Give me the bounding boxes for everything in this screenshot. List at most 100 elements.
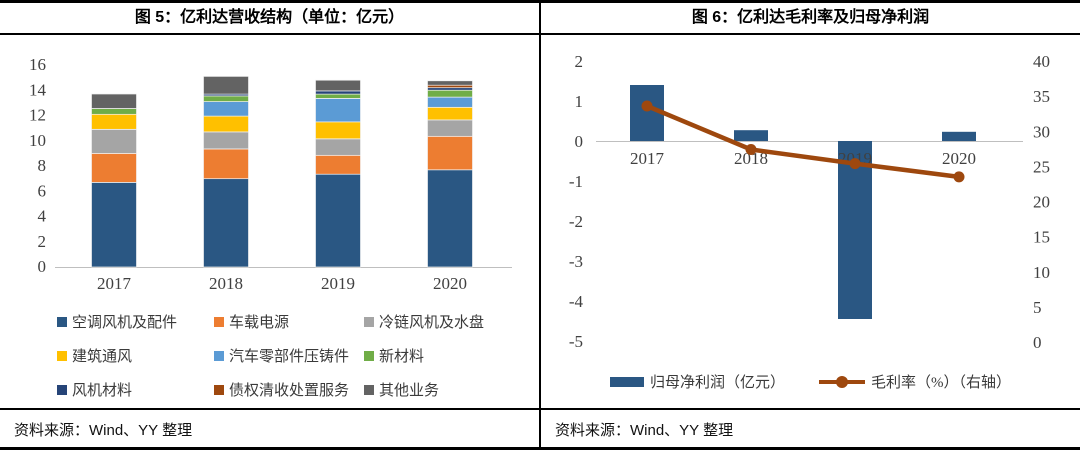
- left-axis-tick: -4: [569, 292, 584, 311]
- line-legend-swatch: [819, 375, 865, 388]
- y-axis-tick: 4: [38, 207, 47, 226]
- x-axis-label: 2017: [630, 149, 665, 168]
- bar-segment: [91, 108, 137, 115]
- legend-item: 新材料: [364, 345, 523, 366]
- stacked-bar-chart: 0 2 4 6 8 10 12 14 16 2017 2018 2019 2020: [29, 55, 512, 293]
- left-axis-tick: -3: [569, 252, 583, 271]
- legend-item: 汽车零部件压铸件: [214, 345, 364, 366]
- bar-segment: [315, 90, 361, 95]
- bar-segment: [203, 148, 249, 180]
- legend-swatch: [364, 384, 374, 395]
- legend-label: 毛利率（%）（右轴）: [871, 375, 1011, 391]
- y-axis-tick: 8: [38, 156, 47, 175]
- bar-legend-swatch: [609, 376, 644, 387]
- figure-5-title: 图 5：亿利达营收结构（单位：亿元）: [0, 3, 539, 35]
- combo-chart: 210-1-2-3-4-5403530252015105020172018201…: [569, 52, 1050, 352]
- legend-swatch: [214, 384, 224, 395]
- bar-segment: [427, 135, 473, 171]
- right-axis-tick: 5: [1033, 298, 1042, 317]
- bar-segment: [203, 101, 249, 117]
- figure-6-legend: 归母净利润（亿元） 毛利率（%）（右轴）: [541, 371, 1080, 392]
- gross-margin-line: [646, 103, 960, 180]
- bar-segment: [315, 121, 361, 140]
- figure-5-panel: 图 5：亿利达营收结构（单位：亿元） 0 2 4 6 8 10 12 14 16 2017 2018…: [0, 3, 539, 447]
- legend-swatch: [57, 316, 67, 327]
- right-axis-tick: 10: [1033, 263, 1050, 282]
- bar-segment: [315, 93, 361, 99]
- legend-label: 车载电源: [229, 315, 290, 331]
- legend-item-net-profit: 归母净利润（亿元）: [609, 371, 785, 392]
- legend-label: 风机材料: [72, 383, 133, 399]
- y-axis-tick: 12: [29, 106, 46, 125]
- bar-segment: [427, 169, 473, 268]
- bar-segment: [315, 79, 361, 92]
- legend-swatch: [364, 350, 374, 361]
- right-axis-tick: 25: [1033, 157, 1050, 176]
- figure-6-title: 图 6：亿利达毛利率及归母净利润: [541, 3, 1080, 35]
- right-axis-tick: 40: [1033, 52, 1050, 71]
- panel-divider: [539, 3, 541, 447]
- legend-item: 车载电源: [214, 311, 364, 332]
- net-profit-bar: [734, 130, 768, 141]
- gross-margin-marker: [953, 171, 965, 183]
- bar-segment: [315, 98, 361, 123]
- figure-6-chart-area: 210-1-2-3-4-5403530252015105020172018201…: [541, 35, 1080, 408]
- legend-label: 其他业务: [379, 383, 440, 399]
- right-axis-tick: 30: [1033, 122, 1050, 141]
- bar-segment: [91, 129, 137, 154]
- x-axis-label: 2020: [433, 274, 467, 293]
- legend-item-gross-margin: 毛利率（%）（右轴）: [819, 371, 1011, 392]
- right-axis-tick: 0: [1033, 333, 1042, 352]
- bar-segment: [203, 76, 249, 95]
- legend-label: 归母净利润（亿元）: [649, 375, 785, 391]
- left-axis-tick: -5: [569, 332, 583, 351]
- y-axis-tick: 2: [38, 232, 47, 251]
- bar-segment: [91, 153, 137, 183]
- legend-swatch: [214, 350, 224, 361]
- left-axis-tick: 1: [575, 92, 584, 111]
- x-axis-label: 2020: [942, 149, 976, 168]
- legend-item: 债权清收处置服务: [214, 379, 364, 400]
- bar-segment: [427, 89, 473, 98]
- left-axis-tick: 2: [575, 52, 584, 71]
- bar-segment: [427, 87, 473, 91]
- bar-segment: [427, 80, 473, 86]
- bar-segment: [203, 115, 249, 133]
- bar-segment: [427, 96, 473, 108]
- bar-segment: [91, 182, 137, 268]
- legend-label: 债权清收处置服务: [229, 383, 350, 399]
- legend-swatch: [57, 384, 67, 395]
- legend-item: 其他业务: [364, 379, 523, 400]
- figure-6-source: 资料来源：Wind、YY 整理: [541, 408, 1080, 447]
- legend-label: 冷链风机及水盘: [379, 315, 485, 331]
- bar-segment: [427, 106, 473, 121]
- legend-label: 空调风机及配件: [72, 315, 178, 331]
- legend-swatch: [364, 316, 374, 327]
- legend-item: 冷链风机及水盘: [364, 311, 523, 332]
- left-axis-tick: -2: [569, 212, 583, 231]
- legend-item: 风机材料: [57, 379, 214, 400]
- left-axis-tick: 0: [575, 132, 584, 151]
- figure-6-panel: 图 6：亿利达毛利率及归母净利润 2 1 0 -1 -2 -3 -4 -5 40 35 30 25 20…: [541, 3, 1080, 447]
- bar-segment: [315, 173, 361, 268]
- right-axis-tick: 15: [1033, 228, 1050, 247]
- figure-5-legend: 空调风机及配件 车载电源 冷链风机及水盘建筑通风 汽车零部件压铸件 新材料风机材料 债权清…: [57, 311, 523, 400]
- legend-label: 建筑通风: [72, 349, 133, 365]
- legend-item: 建筑通风: [57, 345, 214, 366]
- left-axis-tick: -1: [569, 172, 583, 191]
- bar-segment: [203, 131, 249, 150]
- y-axis-tick: 10: [29, 131, 46, 150]
- bar-segment: [427, 84, 473, 89]
- x-axis-label: 2018: [209, 274, 243, 293]
- net-profit-bar: [838, 141, 872, 319]
- figure-5-chart-area: 0 2 4 6 8 10 12 14 16 2017 2018 2019 2020 空调风机及配件 车载电…: [0, 35, 539, 408]
- gross-margin-marker: [641, 100, 653, 112]
- legend-label: 新材料: [379, 349, 425, 365]
- bar-segment: [315, 154, 361, 175]
- legend-label: 汽车零部件压铸件: [229, 349, 350, 365]
- legend-swatch: [214, 316, 224, 327]
- gross-margin-marker: [745, 144, 757, 155]
- y-axis-tick: 0: [38, 257, 47, 276]
- bar-segment: [315, 138, 361, 156]
